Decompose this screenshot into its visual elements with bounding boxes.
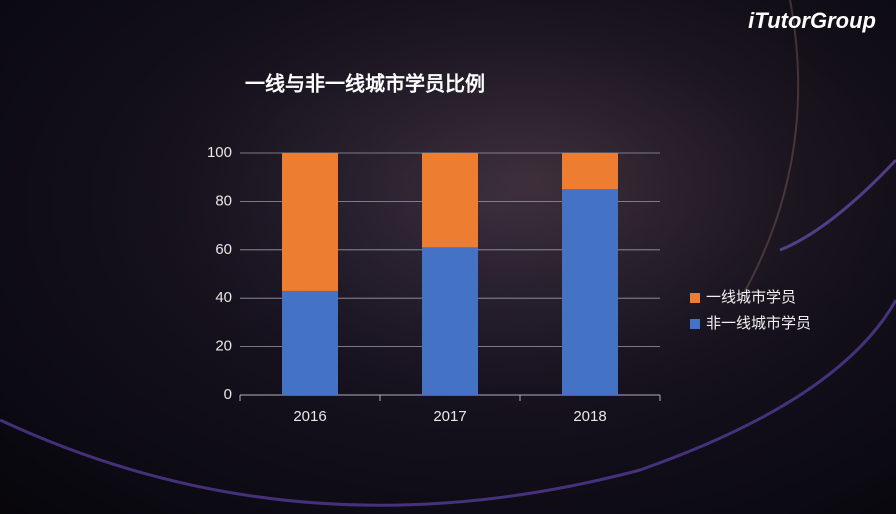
bar-segment (282, 153, 338, 291)
decor-arc (0, 299, 896, 507)
y-tick-label: 20 (215, 338, 232, 355)
logo: iTutorGroup (748, 8, 876, 33)
bar-segment (282, 290, 338, 395)
y-tick-label: 100 (207, 144, 232, 161)
y-tick-label: 0 (224, 386, 232, 403)
legend-swatch (690, 319, 700, 329)
decor-arc (739, 0, 800, 301)
y-tick-label: 60 (215, 241, 232, 258)
y-tick-label: 80 (215, 192, 232, 209)
x-tick-label: 2017 (433, 408, 466, 425)
legend-swatch (690, 293, 700, 303)
decor-arc (779, 158, 896, 252)
bar-segment (562, 189, 618, 395)
x-tick-label: 2018 (573, 408, 606, 425)
bar-segment (422, 153, 478, 248)
legend-label: 一线城市学员 (706, 289, 796, 306)
bar-segment (562, 153, 618, 190)
bar-segment (422, 247, 478, 395)
y-tick-label: 40 (215, 289, 232, 306)
x-tick-label: 2016 (293, 408, 326, 425)
chart-title: 一线与非一线城市学员比例 (245, 71, 485, 95)
legend-label: 非一线城市学员 (706, 315, 811, 332)
